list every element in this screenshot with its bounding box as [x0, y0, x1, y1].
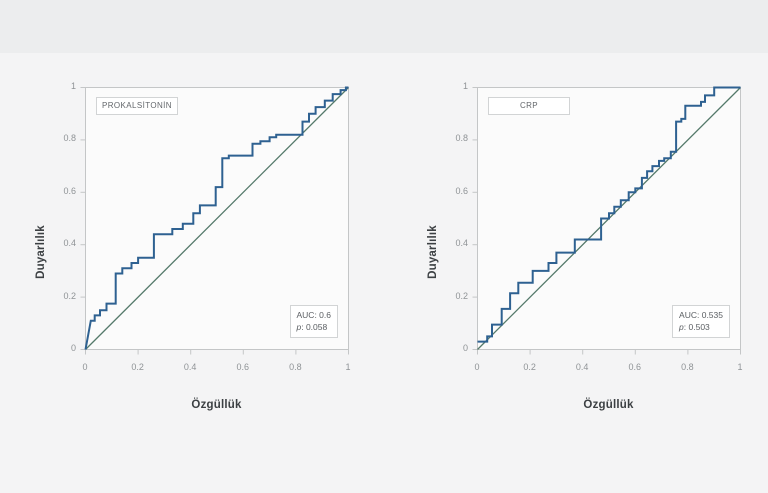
x-axis-title: Özgüllük: [583, 399, 634, 411]
x-tick-label: 0: [474, 362, 480, 372]
x-tick-label: 0.2: [131, 362, 144, 372]
y-tick-label: 0.4: [455, 238, 468, 249]
x-tick-label: 0.4: [575, 362, 589, 372]
p-value-line: p: 0.058: [296, 322, 328, 332]
x-tick-label: 0.6: [236, 362, 250, 372]
auc-value-line: AUC: 0.535: [679, 310, 723, 320]
x-tick-label: 0.2: [523, 362, 536, 372]
x-axis-title: Özgüllük: [191, 399, 242, 411]
axis-tick-marks: [80, 86, 349, 354]
axis-tick-marks: [472, 86, 741, 354]
y-tick-label: 0.4: [63, 238, 76, 249]
roc-chart-crp: Duyarlılık 0 0.2 0.4 0.6 0.8 1 CRP AUC: 0.535…: [422, 53, 767, 428]
y-tick-label: 0.8: [63, 133, 76, 144]
y-tick-label: 0.8: [455, 133, 468, 144]
y-tick-label: 0.2: [63, 290, 76, 301]
y-tick-label: 0.6: [63, 185, 76, 196]
x-tick-label: 0.8: [681, 362, 694, 372]
y-tick-label: 0.2: [455, 290, 468, 301]
series-label-box: PROKALSİTONİN: [96, 97, 178, 115]
x-tick-label: 0: [82, 362, 88, 372]
y-tick-label: 0.6: [455, 185, 468, 196]
auc-stats-box: AUC: 0.6 p: 0.058: [289, 305, 338, 338]
series-lines: [84, 86, 349, 350]
auc-value-line: AUC: 0.6: [296, 310, 332, 320]
auc-stats-box: AUC: 0.535 p: 0.503: [672, 305, 730, 338]
y-axis-title: Duyarlılık: [35, 225, 47, 279]
roc-chart-prokalsitonin: Duyarlılık 0 0.2 0.4 0.6 0.8 1 PROKALSİTONİN …: [30, 53, 375, 428]
x-tick-label: 0.8: [289, 362, 302, 372]
roc-curve-line: [477, 86, 740, 343]
roc-curve-line: [84, 86, 348, 350]
p-value-line: p: 0.503: [679, 322, 710, 332]
y-tick-label: 0: [70, 343, 76, 353]
x-tick-label: 1: [737, 362, 743, 372]
series-label-box: CRP: [488, 97, 570, 115]
y-tick-label: 1: [70, 81, 76, 91]
reference-diagonal-line: [84, 86, 349, 350]
x-tick-label: 1: [345, 362, 351, 372]
x-tick-label: 0.4: [183, 362, 197, 372]
y-tick-label: 0: [462, 343, 468, 353]
x-tick-label: 0.6: [628, 362, 642, 372]
y-tick-label: 1: [462, 81, 468, 91]
y-axis-title: Duyarlılık: [427, 225, 439, 279]
series-lines: [476, 86, 741, 350]
